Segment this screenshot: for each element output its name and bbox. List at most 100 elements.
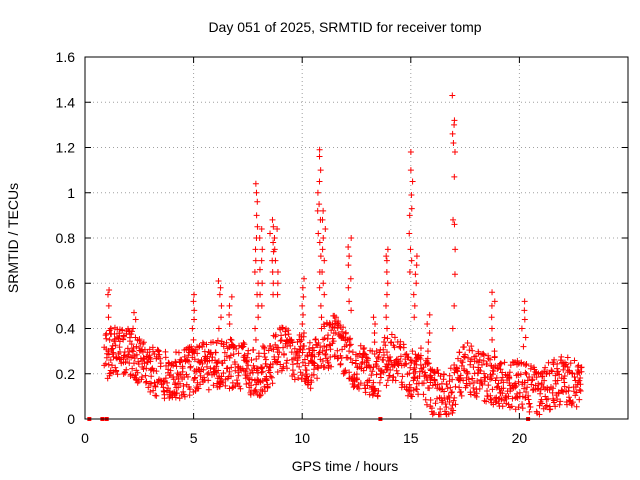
data-point bbox=[300, 330, 307, 337]
data-point bbox=[544, 395, 551, 402]
data-point bbox=[460, 377, 467, 384]
data-point bbox=[197, 381, 204, 388]
data-point bbox=[185, 352, 192, 359]
data-point bbox=[451, 394, 458, 401]
data-point bbox=[342, 329, 349, 336]
data-point bbox=[488, 325, 495, 332]
data-point bbox=[397, 358, 404, 365]
data-point bbox=[344, 354, 351, 361]
data-point bbox=[215, 277, 222, 284]
data-point bbox=[384, 280, 391, 287]
data-point bbox=[299, 302, 306, 309]
data-point bbox=[269, 380, 276, 387]
data-point bbox=[384, 325, 391, 332]
data-point bbox=[113, 354, 120, 361]
data-point bbox=[156, 351, 163, 358]
data-point bbox=[315, 364, 322, 371]
data-point bbox=[297, 338, 304, 345]
data-point bbox=[339, 328, 346, 335]
data-point bbox=[255, 353, 262, 360]
data-point bbox=[449, 325, 456, 332]
data-point bbox=[407, 246, 414, 253]
data-point bbox=[508, 403, 515, 410]
data-point bbox=[380, 339, 387, 346]
data-point bbox=[310, 359, 317, 366]
data-point bbox=[449, 130, 456, 137]
data-point bbox=[314, 189, 321, 196]
data-point bbox=[144, 359, 151, 366]
data-point bbox=[450, 216, 457, 223]
data-point bbox=[492, 377, 499, 384]
data-point bbox=[320, 207, 327, 214]
data-point bbox=[506, 369, 513, 376]
data-point bbox=[500, 379, 507, 386]
data-point bbox=[449, 376, 456, 383]
data-point bbox=[282, 331, 289, 338]
y-tick-label: 0.8 bbox=[56, 230, 76, 246]
data-point bbox=[406, 388, 413, 395]
data-point bbox=[252, 257, 259, 264]
data-point bbox=[271, 246, 278, 253]
data-point bbox=[453, 365, 460, 372]
data-point bbox=[432, 400, 439, 407]
data-point bbox=[229, 384, 236, 391]
data-point bbox=[301, 342, 308, 349]
data-point bbox=[563, 401, 570, 408]
data-point bbox=[424, 361, 431, 368]
data-point bbox=[393, 367, 400, 374]
data-point bbox=[252, 180, 259, 187]
data-point bbox=[566, 397, 573, 404]
data-point bbox=[273, 344, 280, 351]
data-point bbox=[163, 362, 170, 369]
data-point bbox=[173, 390, 180, 397]
data-point bbox=[346, 342, 353, 349]
data-point bbox=[186, 392, 193, 399]
data-point bbox=[549, 368, 556, 375]
data-point bbox=[433, 395, 440, 402]
data-point bbox=[140, 354, 147, 361]
data-point bbox=[253, 212, 260, 219]
data-point bbox=[518, 325, 525, 332]
data-point bbox=[576, 377, 583, 384]
data-point bbox=[557, 398, 564, 405]
data-point bbox=[429, 382, 436, 389]
data-point bbox=[517, 371, 524, 378]
data-point bbox=[430, 409, 437, 416]
data-point bbox=[370, 379, 377, 386]
data-point bbox=[489, 289, 496, 296]
data-point bbox=[322, 351, 329, 358]
data-point bbox=[489, 336, 496, 343]
data-point bbox=[468, 343, 475, 350]
data-point bbox=[345, 244, 352, 251]
data-point bbox=[340, 324, 347, 331]
data-point bbox=[226, 302, 233, 309]
data-point bbox=[457, 372, 464, 379]
data-point bbox=[459, 359, 466, 366]
data-point bbox=[546, 403, 553, 410]
data-point bbox=[239, 344, 246, 351]
data-point bbox=[259, 343, 266, 350]
data-point bbox=[451, 173, 458, 180]
data-point bbox=[307, 385, 314, 392]
data-point bbox=[334, 355, 341, 362]
data-point bbox=[140, 339, 147, 346]
data-point bbox=[247, 391, 254, 398]
data-point bbox=[263, 376, 270, 383]
data-point bbox=[477, 376, 484, 383]
data-point bbox=[560, 375, 567, 382]
data-point bbox=[130, 325, 137, 332]
data-point bbox=[473, 390, 480, 397]
data-point bbox=[109, 342, 116, 349]
data-point bbox=[346, 253, 353, 260]
data-point bbox=[452, 401, 459, 408]
data-point bbox=[199, 339, 206, 346]
data-point bbox=[245, 347, 252, 354]
data-point bbox=[523, 361, 530, 368]
data-point bbox=[443, 404, 450, 411]
data-point bbox=[423, 401, 430, 408]
data-point bbox=[285, 331, 292, 338]
data-point bbox=[480, 350, 487, 357]
data-point bbox=[349, 349, 356, 356]
data-point bbox=[114, 371, 121, 378]
data-point bbox=[493, 374, 500, 381]
